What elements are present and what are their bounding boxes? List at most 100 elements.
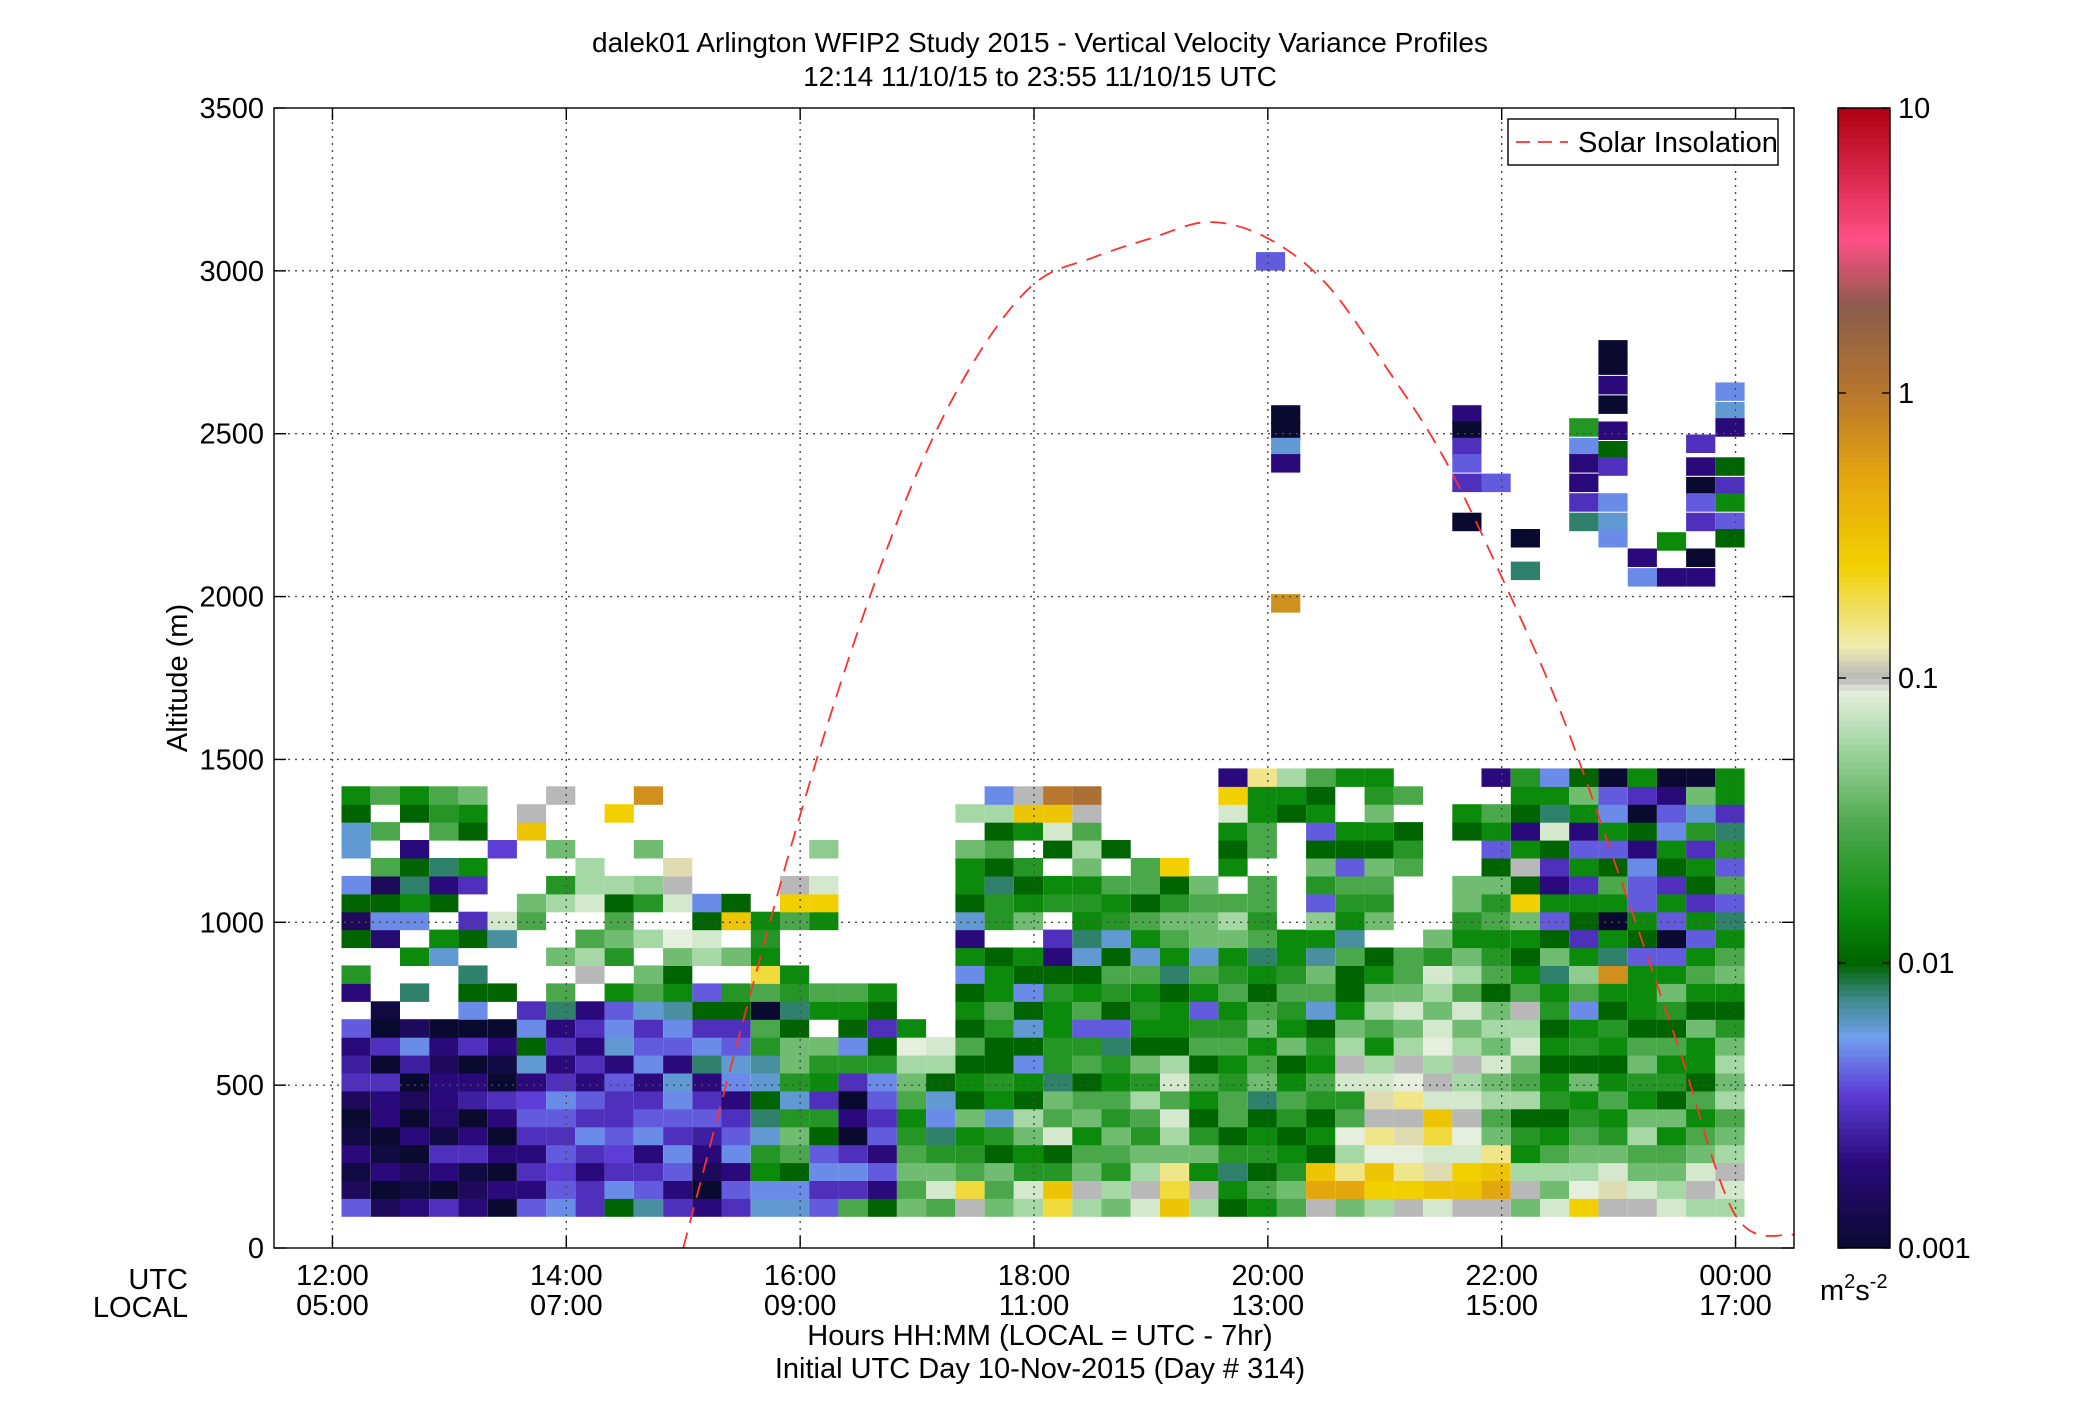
heatmap-cell	[1627, 1055, 1657, 1074]
heatmap-cell	[1247, 1198, 1277, 1217]
heatmap-cell	[1598, 929, 1628, 949]
colorbar-strip	[1838, 1110, 1890, 1117]
heatmap-cell	[1160, 983, 1190, 1002]
heatmap-cell	[1540, 1144, 1570, 1164]
heatmap-cell	[1189, 1126, 1219, 1146]
heatmap-cell	[546, 1162, 576, 1181]
heatmap-cell	[429, 1162, 459, 1181]
heatmap-cell	[1043, 1001, 1073, 1020]
heatmap-cell	[1189, 1108, 1219, 1128]
heatmap-cell	[1043, 786, 1073, 805]
heatmap-cell	[575, 1108, 605, 1128]
heatmap-cell	[604, 1180, 634, 1199]
colorbar-ticks: 0.001 0.01 0.1 1 10	[1838, 93, 1971, 1265]
heatmap-cell	[1715, 893, 1745, 913]
heatmap-cell	[1335, 965, 1365, 984]
heatmap-cell	[1656, 840, 1687, 859]
colorbar-strip	[1838, 834, 1890, 841]
heatmap-cell	[1540, 1162, 1570, 1181]
heatmap-cell	[780, 965, 810, 984]
heatmap-cell	[1364, 911, 1394, 931]
heatmap-cell	[546, 947, 576, 966]
heatmap-cell	[1276, 1108, 1307, 1128]
heatmap-cell	[1598, 1037, 1628, 1056]
colorbar-strip	[1838, 906, 1890, 913]
heatmap-cell	[1218, 1126, 1248, 1146]
heatmap-cell	[1271, 454, 1301, 473]
heatmap-cell	[1072, 929, 1102, 949]
heatmap-cell	[604, 1019, 634, 1038]
heatmap-cell	[341, 929, 371, 949]
colorbar-strip	[1838, 522, 1890, 529]
heatmap-cell	[1598, 965, 1628, 984]
heatmap-cell	[1218, 840, 1248, 859]
heatmap-cell	[1335, 911, 1365, 931]
heatmap-cell	[1598, 875, 1628, 895]
heatmap-cell	[1481, 1198, 1511, 1217]
heatmap-cell	[838, 983, 868, 1002]
heatmap-cell	[867, 1037, 897, 1056]
heatmap-cell	[692, 1108, 722, 1128]
heatmap-cell	[1656, 1072, 1687, 1092]
heatmap-cell	[604, 1162, 634, 1181]
heatmap-cell	[692, 947, 722, 966]
heatmap-cell	[1276, 1144, 1307, 1164]
heatmap-cell	[1656, 568, 1687, 587]
heatmap-cell	[487, 1090, 517, 1110]
heatmap-cell	[692, 911, 722, 931]
colorbar-strip	[1838, 1008, 1890, 1015]
heatmap-cell	[429, 1037, 459, 1056]
heatmap-cell	[926, 1108, 956, 1128]
heatmap-cell	[1101, 965, 1131, 984]
heatmap-cell	[692, 1144, 722, 1164]
heatmap-cell	[546, 1090, 576, 1110]
heatmap-cell	[1247, 786, 1277, 805]
heatmap-cell	[1043, 1108, 1073, 1128]
heatmap-cell	[1101, 1090, 1131, 1110]
colorbar-strip	[1838, 738, 1890, 745]
heatmap-cell	[1686, 1144, 1716, 1164]
heatmap-cell	[955, 1072, 985, 1092]
heatmap-cell	[516, 804, 547, 823]
heatmap-cell	[341, 1090, 371, 1110]
heatmap-cell	[896, 1198, 927, 1217]
heatmap-cell	[370, 1126, 400, 1146]
heatmap-cell	[1627, 568, 1657, 587]
heatmap-cell	[663, 947, 693, 966]
heatmap-cell	[1569, 512, 1599, 532]
colorbar-strip	[1838, 114, 1890, 121]
heatmap-cell	[1540, 804, 1570, 823]
heatmap-cell	[1101, 1037, 1131, 1056]
heatmap-cell	[663, 875, 693, 895]
heatmap-cell	[721, 1090, 751, 1110]
heatmap-cell	[926, 1055, 956, 1074]
heatmap-cell	[1510, 840, 1540, 859]
heatmap-cells	[341, 252, 1745, 1217]
heatmap-cell	[633, 875, 663, 895]
heatmap-cell	[341, 786, 371, 805]
heatmap-cell	[1452, 437, 1482, 457]
heatmap-cell	[546, 1037, 576, 1056]
heatmap-cell	[1101, 1198, 1131, 1217]
heatmap-cell	[1276, 983, 1307, 1002]
heatmap-cell	[1569, 893, 1599, 913]
heatmap-cell	[1569, 473, 1599, 493]
heatmap-cell	[926, 1072, 956, 1092]
x-tick-label-local: 07:00	[530, 1290, 603, 1322]
heatmap-cell	[516, 1001, 547, 1020]
colorbar-strip	[1838, 504, 1890, 511]
heatmap-cell	[1101, 840, 1131, 859]
heatmap-cell	[1335, 893, 1365, 913]
x-row-label-utc: UTC	[128, 1264, 188, 1296]
heatmap-cell	[633, 1162, 663, 1181]
colorbar-strip	[1838, 1128, 1890, 1135]
heatmap-cell	[1686, 947, 1716, 966]
heatmap-cell	[1598, 1162, 1628, 1181]
heatmap-cell	[663, 983, 693, 1002]
heatmap-cell	[663, 893, 693, 913]
heatmap-cell	[1335, 822, 1365, 841]
heatmap-cell	[633, 786, 663, 805]
heatmap-cell	[1364, 858, 1394, 877]
heatmap-cell	[867, 1055, 897, 1074]
